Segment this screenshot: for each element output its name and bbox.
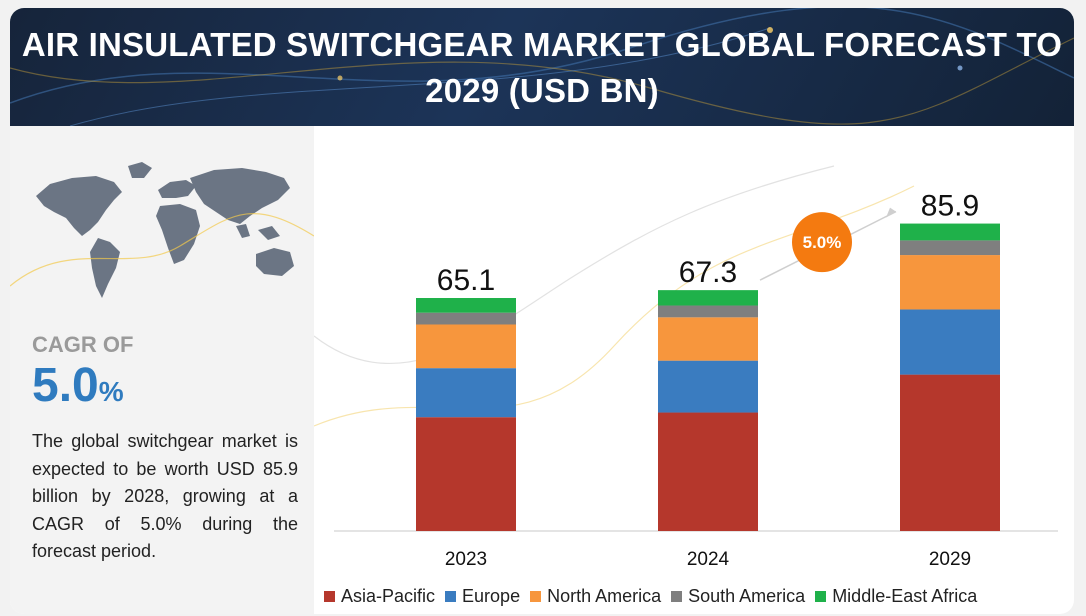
bar-segment-middle-east-africa-2029 — [900, 223, 1000, 241]
bar-segment-north-america-2023 — [416, 324, 516, 369]
cagr-percent-sign: % — [98, 376, 124, 407]
bar-segment-south-america-2023 — [416, 312, 516, 325]
total-value-label: 85.9 — [921, 190, 979, 223]
world-map-image — [10, 162, 314, 298]
bar-segment-middle-east-africa-2024 — [658, 290, 758, 306]
legend-label: Asia-Pacific — [341, 585, 436, 606]
cagr-value: 5.0% — [32, 358, 124, 413]
total-value-label: 67.3 — [679, 256, 737, 289]
legend-swatch — [445, 590, 457, 602]
chart-legend: Asia-Pacific Europe North America South Ame… — [324, 582, 1074, 610]
legend-label: North America — [547, 585, 662, 606]
summary-panel: CAGR OF 5.0% The global switchgear marke… — [10, 126, 314, 614]
cagr-badge-label: 5.0% — [803, 233, 842, 252]
infographic-card: AIR INSULATED SWITCHGEAR MARKET GLOBAL F… — [10, 8, 1074, 614]
legend-item: South America — [671, 586, 805, 607]
legend-swatch — [671, 590, 683, 602]
bar-segment-asia-pacific-2023 — [416, 417, 516, 531]
cagr-number: 5.0 — [32, 359, 99, 412]
legend-item: Europe — [445, 586, 520, 607]
legend-swatch — [530, 590, 542, 602]
legend-label: South America — [688, 585, 806, 606]
header-decoration — [10, 8, 1074, 126]
legend-swatch — [815, 590, 827, 602]
bar-segment-asia-pacific-2024 — [658, 412, 758, 531]
legend-item: Asia-Pacific — [324, 586, 435, 607]
legend-swatch — [324, 590, 335, 602]
chart-title: AIR INSULATED SWITCHGEAR MARKET GLOBAL F… — [21, 26, 1063, 109]
legend-item: North America — [530, 586, 661, 607]
bar-segment-europe-2024 — [658, 360, 758, 413]
header-banner: AIR INSULATED SWITCHGEAR MARKET GLOBAL F… — [10, 8, 1074, 126]
x-tick-label: 2024 — [687, 549, 730, 570]
bar-segment-south-america-2024 — [658, 305, 758, 318]
bar-segment-middle-east-africa-2023 — [416, 298, 516, 313]
stacked-bar-chart: 65.1 2023 67.3 2024 85.9 2029 5.0% — [314, 165, 1058, 570]
bar-segment-asia-pacific-2029 — [900, 374, 1000, 531]
bar-segment-europe-2029 — [900, 309, 1000, 375]
cagr-label: CAGR OF — [32, 332, 134, 357]
legend-item: Middle-East Africa — [815, 586, 977, 607]
legend-label: Europe — [462, 585, 521, 606]
cagr-badge — [792, 212, 852, 273]
total-value-label: 65.1 — [437, 264, 495, 297]
arrow-head-icon — [886, 207, 896, 218]
bar-segment-north-america-2024 — [658, 317, 758, 361]
bar-segment-europe-2023 — [416, 368, 516, 418]
bar-segment-north-america-2029 — [900, 255, 1000, 310]
bar-segment-south-america-2029 — [900, 240, 1000, 256]
legend-label: Middle-East Africa — [832, 585, 978, 606]
decorative-curve — [314, 165, 835, 364]
market-description: The global switchgear market is expected… — [32, 431, 298, 561]
x-tick-label: 2023 — [445, 549, 487, 570]
x-tick-label: 2029 — [929, 549, 971, 570]
